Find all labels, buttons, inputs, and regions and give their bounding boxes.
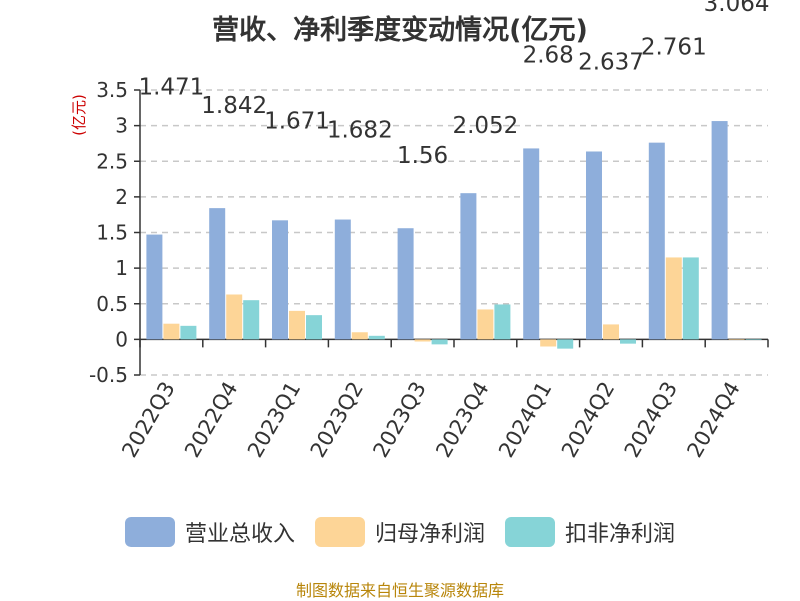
y-tick-label: 1.5 (96, 221, 128, 245)
bar (557, 339, 574, 349)
legend-swatch (505, 517, 555, 547)
data-label: 1.471 (138, 75, 204, 101)
y-tick-label: 1 (115, 256, 128, 280)
data-label: 1.842 (201, 93, 267, 119)
bar (272, 220, 288, 340)
y-tick-label: 2.5 (96, 149, 128, 173)
bar (540, 339, 557, 347)
bar (665, 257, 682, 340)
bar (243, 300, 260, 340)
x-tick-label: 2024Q1 (494, 378, 556, 462)
legend-item[interactable]: 营业总收入 (124, 516, 295, 548)
y-tick-label: 3 (115, 114, 128, 138)
y-tick-label: 0 (115, 327, 128, 351)
bar (368, 335, 385, 340)
y-tick-label: 3.5 (96, 78, 128, 102)
bar (523, 148, 540, 340)
bar (351, 332, 368, 340)
bar (477, 309, 494, 340)
legend-label: 扣非净利润 (565, 522, 676, 547)
x-tick-label: 2024Q3 (620, 378, 682, 462)
bars (146, 121, 762, 349)
bar (289, 310, 305, 340)
x-tick-label: 2023Q2 (306, 378, 368, 462)
data-label: 2.052 (452, 113, 518, 139)
x-tick-label: 2023Q3 (368, 378, 430, 462)
data-label: 2.68 (523, 42, 574, 68)
bar (146, 234, 163, 340)
x-tick-label: 2022Q4 (180, 378, 242, 462)
x-tick-label: 2023Q4 (431, 378, 493, 462)
x-tick-label: 2023Q1 (243, 378, 305, 462)
data-label: 3.064 (704, 0, 770, 17)
legend-item[interactable]: 归母净利润 (314, 516, 485, 548)
x-tick-label: 2024Q2 (557, 378, 619, 462)
grid-lines (140, 89, 768, 376)
bar (711, 121, 728, 340)
data-label: 1.671 (264, 108, 330, 134)
y-axis-label: (亿元) (70, 94, 88, 136)
chart-title: 营收、净利季度变动情况(亿元) (212, 15, 588, 46)
bar (682, 257, 699, 340)
data-label: 2.637 (578, 49, 644, 75)
bar (603, 324, 619, 340)
legend-label: 营业总收入 (184, 522, 295, 547)
x-tick-label: 2024Q4 (682, 378, 744, 462)
y-tick-label: 2 (115, 185, 128, 209)
data-label: 2.761 (641, 35, 707, 61)
bar (226, 294, 243, 340)
legend-label: 归母净利润 (374, 522, 485, 547)
bar (414, 339, 431, 342)
bar (620, 339, 636, 344)
bar (334, 219, 351, 340)
data-label: 1.682 (327, 118, 393, 144)
bar (494, 304, 511, 340)
bar (728, 339, 745, 340)
data-label: 1.56 (397, 143, 448, 169)
bar (586, 151, 602, 340)
legend-swatch (314, 517, 365, 547)
bar (460, 193, 477, 340)
legend: 营业总收入 归母净利润 扣非净利润 (0, 516, 800, 548)
bar (745, 339, 762, 340)
bar (431, 339, 448, 345)
x-tick-label: 2022Q3 (117, 378, 179, 462)
bar (209, 208, 226, 340)
bar (397, 228, 414, 340)
legend-swatch (124, 517, 175, 547)
bar (306, 315, 322, 340)
legend-item[interactable]: 扣非净利润 (505, 516, 675, 548)
bar (648, 142, 665, 340)
y-tick-label: 0.5 (96, 292, 128, 316)
bar (180, 325, 197, 340)
source-note: 制图数据来自恒生聚源数据库 (295, 581, 504, 600)
y-tick-label: -0.5 (89, 363, 128, 387)
bar (163, 323, 180, 340)
